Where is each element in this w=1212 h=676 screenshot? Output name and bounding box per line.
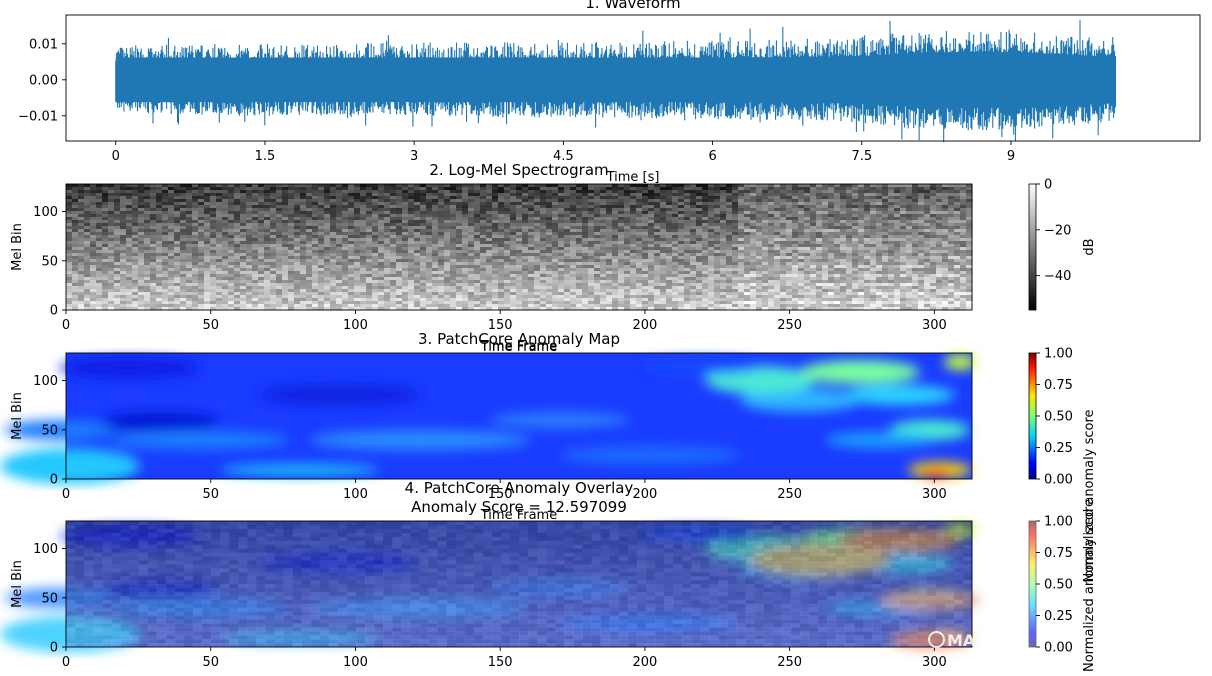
waveform-xtick-label: 9 (1007, 149, 1015, 164)
waveform-title: 1. Waveform (585, 0, 680, 12)
waveform-yticks: 0.01 0.00 −0.01 (18, 37, 66, 124)
waveform-xtick-label: 7.5 (851, 149, 872, 164)
spectrogram-title: 2. Log-Mel Spectrogram (429, 161, 608, 179)
waveform-xtick-label: 6 (708, 149, 716, 164)
waveform-ytick-label: 0.01 (29, 37, 58, 52)
waveform-plot (116, 20, 1116, 142)
spectrogram-image (66, 184, 973, 311)
waveform-ytick-label: −0.01 (18, 109, 58, 124)
waveform-xtick-label: 3 (410, 149, 418, 164)
waveform-line (116, 20, 1116, 142)
waveform-xtick-label: 1.5 (255, 149, 276, 164)
waveform-xtick-label: 0 (112, 149, 120, 164)
waveform-xlabel: Time [s] (606, 170, 660, 185)
waveform-ytick-label: 0.00 (29, 73, 58, 88)
